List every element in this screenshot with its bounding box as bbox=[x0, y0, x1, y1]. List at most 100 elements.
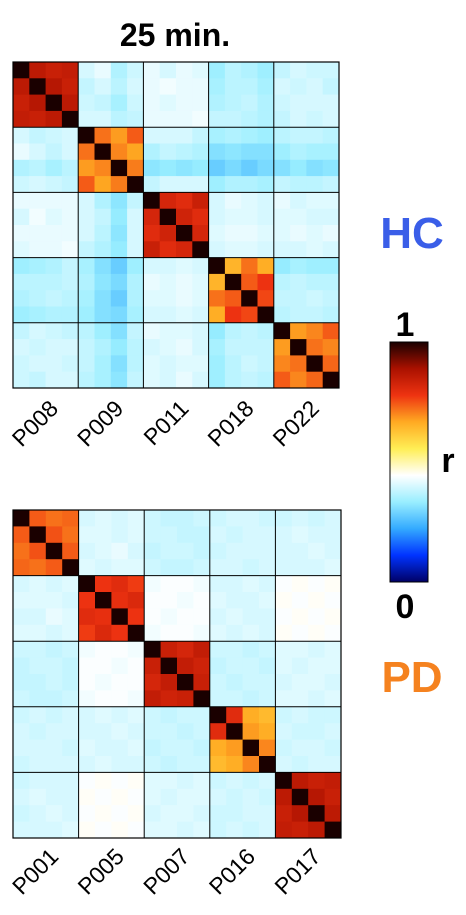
heatmap-cell bbox=[291, 690, 309, 708]
heatmap-cell bbox=[273, 94, 291, 112]
heatmap-cell bbox=[226, 608, 243, 626]
heatmap-cell bbox=[45, 510, 63, 527]
heatmap-cell bbox=[160, 526, 178, 544]
heatmap-cell bbox=[45, 739, 63, 757]
heatmap-cell bbox=[176, 78, 193, 95]
heatmap-cell bbox=[159, 110, 177, 128]
heatmap-cell bbox=[224, 159, 242, 177]
heatmap-cell bbox=[275, 510, 293, 527]
heatmap-cell bbox=[29, 772, 47, 790]
heatmap-cell bbox=[291, 821, 309, 839]
heatmap-cell bbox=[241, 241, 258, 258]
heatmap-cell bbox=[273, 273, 291, 291]
heatmap-cell bbox=[45, 110, 63, 128]
heatmap-cell bbox=[290, 225, 307, 242]
heatmap-cell bbox=[209, 542, 227, 560]
heatmap-cell bbox=[242, 592, 260, 609]
heatmap-cell bbox=[308, 624, 325, 642]
heatmap-cell bbox=[177, 821, 194, 839]
heatmap-cell bbox=[62, 592, 79, 609]
heatmap-cell bbox=[242, 510, 260, 527]
heatmap-cell bbox=[306, 159, 324, 177]
heatmap-cell bbox=[45, 62, 63, 79]
heatmap-cell bbox=[226, 526, 243, 544]
heatmap-cell bbox=[224, 94, 242, 112]
heatmap-cell bbox=[61, 192, 79, 210]
heatmap-cell bbox=[110, 208, 128, 226]
heatmap-cell bbox=[111, 772, 129, 790]
heatmap-cell bbox=[143, 208, 161, 226]
heatmap-cell bbox=[29, 624, 47, 642]
heatmap-cell bbox=[209, 706, 227, 724]
heatmap-cell bbox=[208, 225, 226, 242]
heatmap-cell bbox=[94, 322, 112, 340]
heatmap-cell bbox=[13, 510, 30, 527]
heatmap-cell bbox=[110, 257, 128, 275]
heatmap-cell bbox=[259, 756, 276, 773]
heatmap-cell bbox=[94, 110, 112, 128]
heatmap-cell bbox=[241, 371, 258, 389]
heatmap-cell bbox=[259, 788, 276, 806]
heatmap-cell bbox=[111, 756, 129, 773]
heatmap-cell bbox=[61, 355, 79, 373]
heatmap-cell bbox=[95, 624, 112, 642]
heatmap-cell bbox=[322, 176, 340, 193]
heatmap-cell bbox=[257, 110, 275, 128]
heatmap-cell bbox=[193, 805, 211, 822]
heatmap-cell bbox=[224, 127, 242, 144]
heatmap-cell bbox=[193, 788, 211, 806]
heatmap-cell bbox=[177, 805, 194, 822]
heatmap-cell bbox=[290, 78, 307, 95]
heatmap-cell bbox=[159, 241, 177, 258]
heatmap-cell bbox=[45, 624, 63, 642]
heatmap-cell bbox=[192, 192, 209, 210]
heatmap-cell bbox=[308, 739, 325, 757]
colorbar-top-label: 1 bbox=[396, 306, 415, 344]
heatmap-cell bbox=[242, 575, 260, 593]
heatmap-cell bbox=[13, 624, 30, 642]
heatmap-cell bbox=[159, 159, 177, 177]
heatmap-cell bbox=[226, 641, 243, 658]
heatmap-cell bbox=[224, 208, 242, 226]
heatmap-cell bbox=[177, 706, 194, 724]
heatmap-cell bbox=[94, 225, 112, 242]
heatmap-cell bbox=[13, 821, 30, 839]
heatmap-cell bbox=[192, 355, 209, 373]
heatmap-cell bbox=[144, 559, 161, 576]
heatmap-cell bbox=[160, 575, 178, 593]
heatmap-cell bbox=[193, 756, 211, 773]
heatmap-cell bbox=[322, 322, 340, 340]
heatmap-cell bbox=[257, 290, 275, 307]
heatmap-cell bbox=[13, 273, 30, 291]
heatmap-cell bbox=[177, 641, 194, 658]
heatmap-cell bbox=[290, 94, 307, 112]
heatmap-cell bbox=[110, 78, 128, 95]
heatmap-cell bbox=[209, 674, 227, 691]
heatmap-cell bbox=[127, 739, 145, 757]
heatmap-cell bbox=[259, 657, 276, 675]
heatmap-cell bbox=[259, 674, 276, 691]
heatmap-cell bbox=[29, 257, 46, 275]
heatmap-cell bbox=[13, 159, 30, 177]
heatmap-cell bbox=[226, 788, 243, 806]
heatmap-cell bbox=[78, 322, 95, 340]
heatmap-cell bbox=[306, 127, 324, 144]
heatmap-cell bbox=[308, 690, 325, 708]
heatmap-cell bbox=[111, 788, 129, 806]
heatmap-cell bbox=[273, 159, 291, 177]
heatmap-cell bbox=[143, 94, 161, 112]
heatmap-cell bbox=[209, 723, 227, 740]
heatmap-cell bbox=[275, 559, 293, 576]
heatmap-cell bbox=[291, 542, 309, 560]
heatmap-cell bbox=[61, 371, 79, 389]
heatmap-cell bbox=[193, 592, 211, 609]
heatmap-cell bbox=[192, 159, 209, 177]
heatmap-cell bbox=[226, 559, 243, 576]
heatmap-cell bbox=[159, 127, 177, 144]
heatmap-cell bbox=[29, 127, 46, 144]
heatmap-cell bbox=[45, 805, 63, 822]
heatmap-cell bbox=[290, 110, 307, 128]
heatmap-cell bbox=[111, 821, 129, 839]
heatmap-cell bbox=[144, 772, 161, 790]
